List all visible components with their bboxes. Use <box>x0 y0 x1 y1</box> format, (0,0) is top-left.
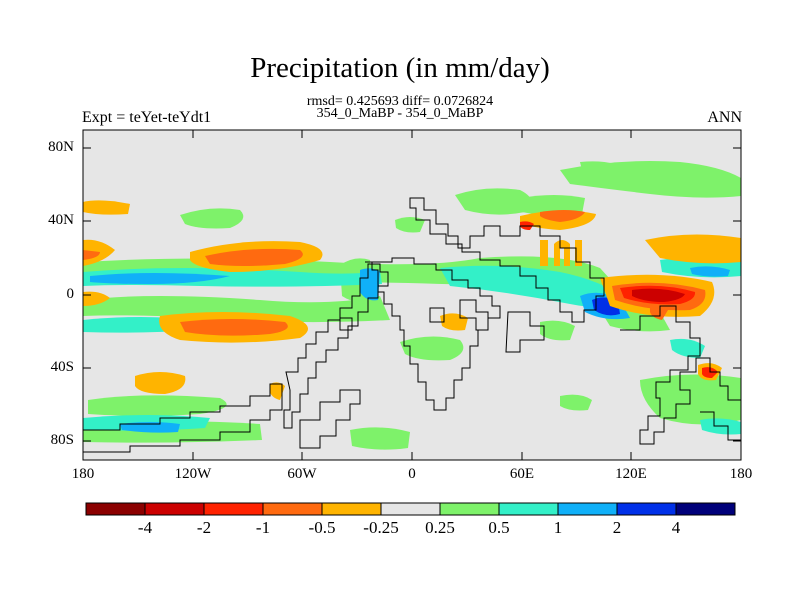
experiment-label: Expt = teYet-teYdt1 <box>82 109 212 126</box>
colorbar <box>85 502 736 516</box>
colorbar-label: -1 <box>255 518 271 537</box>
colorbar-box <box>439 502 500 516</box>
lat-label-eq: 0 <box>66 286 75 302</box>
colorbar-label: -0.5 <box>308 518 336 537</box>
lon-label-60w: 60W <box>287 466 317 482</box>
colorbar-box <box>262 502 323 516</box>
colorbar-box <box>380 502 441 516</box>
colorbar-box <box>321 502 382 516</box>
lon-ticks <box>192 130 632 460</box>
anomaly-darkred-core <box>632 288 685 302</box>
lon-label-120w: 120W <box>174 466 212 482</box>
lat-label-80n: 80N <box>48 139 74 155</box>
colorbar-label: 0.5 <box>488 518 510 537</box>
colorbar-label: 4 <box>671 518 681 537</box>
colorbar-label: 1 <box>553 518 563 537</box>
colorbar-label: -4 <box>137 518 153 537</box>
lat-ticks <box>83 147 741 442</box>
colorbar-box <box>85 502 146 516</box>
colorbar-box <box>498 502 559 516</box>
season-label: ANN <box>707 109 742 126</box>
colorbar-label: 0.25 <box>425 518 455 537</box>
colorbar-box <box>144 502 205 516</box>
case-line: 354_0_MaBP - 354_0_MaBP <box>316 106 484 121</box>
lat-label-40s: 40S <box>50 359 74 375</box>
colorbar-label: -2 <box>196 518 212 537</box>
colorbar-box <box>675 502 736 516</box>
colorbar-box <box>557 502 618 516</box>
stats-line: rmsd= 0.425693 diff= 0.0726824 <box>306 94 494 109</box>
colorbar-label: -0.25 <box>363 518 399 537</box>
colorbar-label: 2 <box>612 518 622 537</box>
lon-label-180e: 180 <box>729 466 753 482</box>
colorbar-box <box>616 502 677 516</box>
continent-outlines <box>83 197 741 453</box>
lon-label-120e: 120E <box>615 466 647 482</box>
lon-label-0: 0 <box>408 466 416 482</box>
colorbar-box <box>203 502 264 516</box>
lon-label-180w: 180 <box>71 466 95 482</box>
lat-label-80s: 80S <box>50 432 74 448</box>
lat-label-40n: 40N <box>48 212 74 228</box>
map-title: Precipitation (in mm/day) <box>250 52 550 84</box>
lon-label-60e: 60E <box>509 466 535 482</box>
